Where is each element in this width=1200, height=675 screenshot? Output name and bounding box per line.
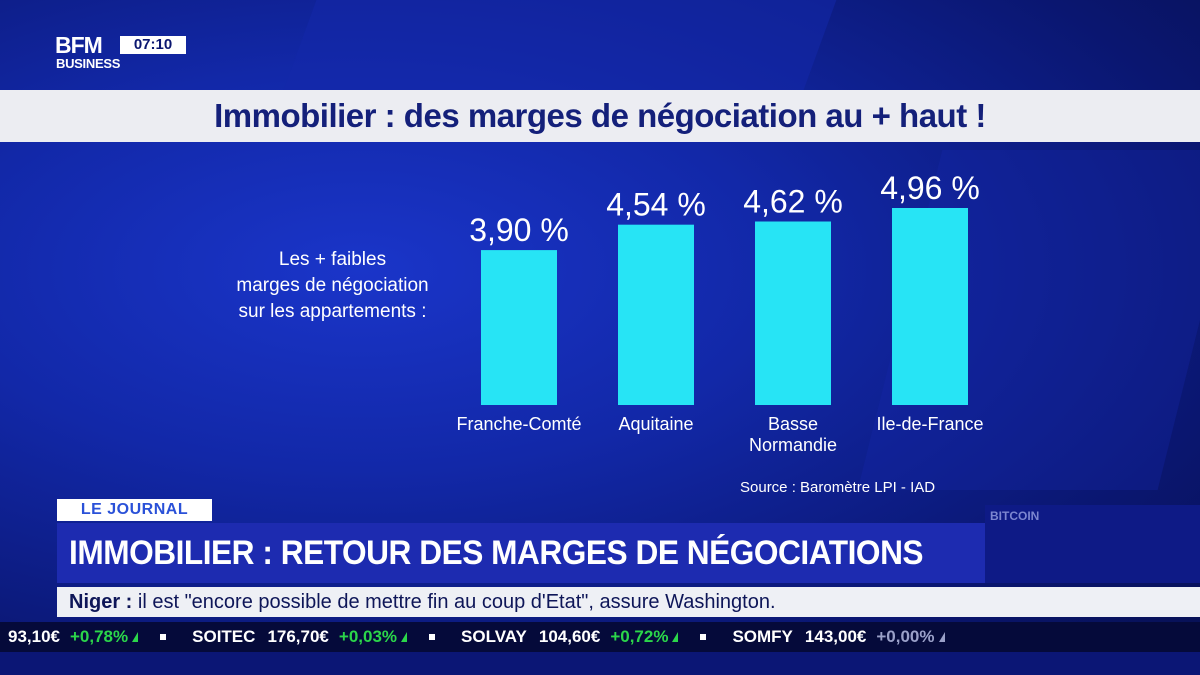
trend-arrow-icon <box>938 632 945 642</box>
ticker-separator-icon <box>700 634 707 640</box>
bar-value-label: 4,62 % <box>743 184 843 220</box>
program-tag: LE JOURNAL <box>57 499 212 521</box>
market-panel: BITCOIN <box>985 505 1200 583</box>
category-label: Ile-de-France <box>876 414 983 434</box>
ticker-separator-icon <box>160 634 167 640</box>
market-label: BITCOIN <box>990 509 1040 523</box>
bar-value-label: 4,96 % <box>880 170 980 206</box>
category-label: Normandie <box>749 435 837 455</box>
bottom-strip <box>0 652 1200 675</box>
ticker-change: +0,03% <box>338 627 398 646</box>
ticker-name: SOMFY <box>732 627 793 646</box>
caption-line: Les + faibles <box>278 249 387 270</box>
category-label: Franche-Comté <box>456 414 581 434</box>
ticker-change: +0,72% <box>610 627 669 646</box>
channel-logo: BFM BUSINESS 07:10 <box>55 33 190 75</box>
bar-value-label: 3,90 % <box>469 212 569 248</box>
stock-ticker: 93,10€ +0,78% SOITEC 176,70€ +0,03% SOLVAY 104… <box>0 622 1200 652</box>
news-body: il est "encore possible de mettre fin au… <box>132 591 776 613</box>
ticker-price: 93,10€ <box>8 627 60 646</box>
caption-line: sur les appartements : <box>238 301 427 322</box>
trend-arrow-icon <box>401 632 408 642</box>
bar-1 <box>618 224 694 405</box>
ticker-name: SOLVAY <box>461 627 527 646</box>
chart-caption: Les + faibles marges de négociation sur … <box>205 247 460 325</box>
trend-arrow-icon <box>672 632 679 642</box>
ticker-track: 93,10€ +0,78% SOITEC 176,70€ +0,03% SOLVAY 104… <box>0 622 967 652</box>
ticker-item: SOMFY 143,00€ +0,00% <box>732 622 966 652</box>
logo-bfm-text: BFM <box>55 32 103 58</box>
bar-chart: 3,90 % Franche-Comté 4,54 % Aquitaine 4,62 %… <box>456 170 983 455</box>
caption-line: marges de négociation <box>236 275 429 296</box>
news-crawl: Niger : il est "encore possible de mettr… <box>57 587 1200 617</box>
ticker-price: 104,60€ <box>538 627 601 646</box>
ticker-item: SOLVAY 104,60€ +0,72% <box>461 622 732 652</box>
news-text: Niger : il est "encore possible de mettr… <box>69 587 776 617</box>
headline-band: IMMOBILIER : RETOUR DES MARGES DE NÉGOCI… <box>57 523 985 583</box>
ticker-item: 93,10€ +0,78% <box>8 622 192 652</box>
headline: IMMOBILIER : RETOUR DES MARGES DE NÉGOCI… <box>69 534 924 572</box>
ticker-price: 143,00€ <box>804 627 867 646</box>
category-label: Aquitaine <box>618 414 693 434</box>
bar-2 <box>755 221 831 405</box>
bar-0 <box>481 250 557 405</box>
trend-arrow-icon <box>132 632 139 642</box>
slide-title: Immobilier : des marges de négociation a… <box>214 97 986 134</box>
chart-source: Source : Baromètre LPI - IAD <box>740 479 936 496</box>
ticker-price: 176,70€ <box>267 627 329 646</box>
slide-title-band: Immobilier : des marges de négociation a… <box>0 90 1200 142</box>
logo-business-text: BUSINESS <box>56 56 121 71</box>
ticker-separator-icon <box>429 634 436 640</box>
ticker-item: SOITEC 176,70€ +0,03% <box>192 622 461 652</box>
category-label: Basse <box>768 414 818 434</box>
clock-time: 07:10 <box>120 36 186 54</box>
ticker-change: +0,00% <box>876 627 935 646</box>
bar-3 <box>892 208 968 405</box>
ticker-name: SOITEC <box>192 627 256 646</box>
bar-value-label: 4,54 % <box>606 187 706 223</box>
news-topic: Niger : <box>69 591 133 613</box>
ticker-change: +0,78% <box>70 627 129 646</box>
